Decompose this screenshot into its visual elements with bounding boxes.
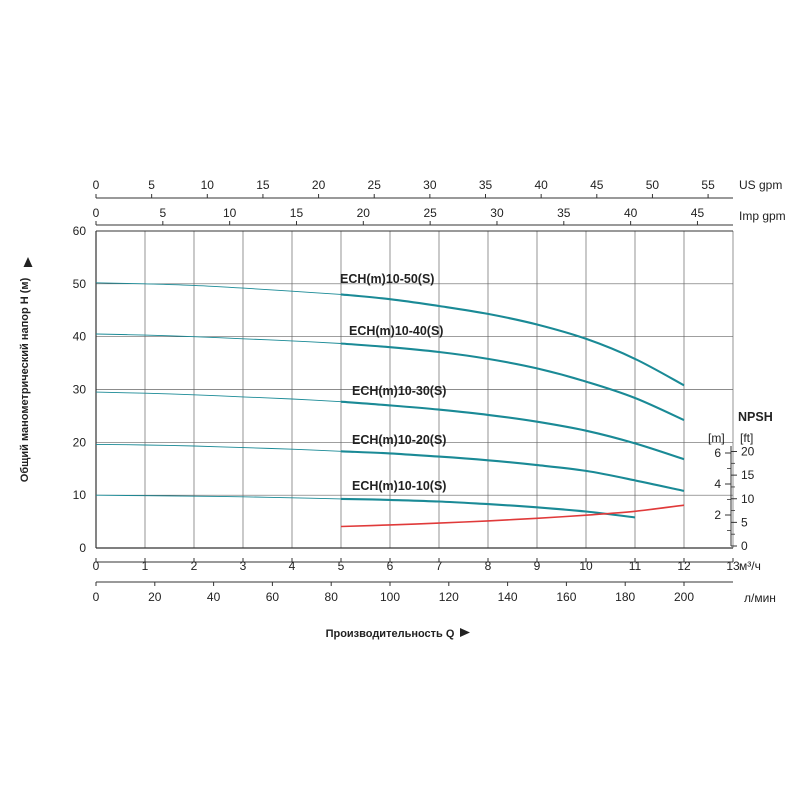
usgpm-tick-label: 50 [646,178,660,192]
impgpm-tick-label: 20 [357,206,371,220]
m3h-tick-label: 9 [534,559,541,573]
lmin-tick-label: 180 [615,590,635,604]
npsh-m-tick-label: 4 [714,477,721,491]
usgpm-tick-label: 5 [148,178,155,192]
m3h-tick-label: 2 [191,559,198,573]
m3h-tick-label: 10 [579,559,593,573]
y-tick-label: 50 [73,277,87,291]
npsh-ft-tick-label: 0 [741,539,748,553]
x-axis-title: Производительность Q [326,628,455,640]
usgpm-tick-label: 15 [256,178,270,192]
curve-ECH(m)10-10(S) [340,497,636,519]
curve-thin-ECH(m)10-10(S) [95,494,342,500]
lmin-tick-label: 140 [498,590,518,604]
m3h-tick-label: 4 [289,559,296,573]
y-tick-label: 20 [73,435,87,449]
impgpm-tick-label: 10 [223,206,237,220]
lmin-tick-label: 100 [380,590,400,604]
m3h-tick-label: 11 [629,559,642,573]
curve-label: ECH(m)10-10(S) [352,479,446,493]
impgpm-unit-label: Imp gpm [739,209,786,223]
usgpm-tick-label: 35 [479,178,493,192]
curve-ECH(m)10-20(S) [340,450,685,492]
impgpm-tick-label: 0 [93,206,100,220]
m3h-tick-label: 5 [338,559,345,573]
impgpm-tick-label: 35 [557,206,571,220]
m3h-unit-label: м³/ч [739,559,761,573]
impgpm-tick-label: 5 [159,206,166,220]
usgpm-tick-label: 30 [423,178,437,192]
curve-label: ECH(m)10-40(S) [349,324,443,338]
curve-ECH(m)10-30(S) [340,400,685,461]
m3h-tick-label: 12 [677,559,691,573]
y-tick-label: 40 [73,330,87,344]
usgpm-unit-label: US gpm [739,178,782,192]
npsh-ft-tick-label: 15 [741,468,755,482]
curve-label: ECH(m)10-20(S) [352,433,446,447]
axes [95,194,737,586]
y-tick-label: 10 [73,488,87,502]
npsh-m-tick-label: 6 [714,446,721,460]
curves [95,282,685,528]
lmin-tick-label: 20 [148,590,162,604]
lmin-tick-label: 160 [556,590,576,604]
curve-thin-ECH(m)10-30(S) [95,391,342,403]
curve-thin-ECH(m)10-50(S) [95,282,342,295]
impgpm-tick-label: 40 [624,206,638,220]
curve-ECH(m)10-50(S) [340,293,685,387]
impgpm-tick-label: 45 [691,206,705,220]
y-tick-label: 0 [79,541,86,555]
lmin-tick-label: 40 [207,590,221,604]
npsh-unit-m: [m] [708,431,725,445]
curve-thin-ECH(m)10-40(S) [95,333,342,344]
lmin-tick-label: 60 [266,590,280,604]
y-axis-arrow-icon [23,257,33,267]
impgpm-tick-label: 25 [423,206,437,220]
curve-label: ECH(m)10-30(S) [352,384,446,398]
npsh-unit-ft: [ft] [740,431,753,445]
lmin-tick-label: 200 [674,590,694,604]
curve-label: ECH(m)10-50(S) [340,272,434,286]
m3h-tick-label: 0 [93,559,100,573]
m3h-tick-label: 8 [485,559,492,573]
lmin-unit-label: л/мин [744,591,776,605]
y-axis-title: Общий манометрический напор Н (м) [19,277,31,482]
y-tick-label: 60 [73,224,87,238]
npsh-ft-tick-label: 20 [741,445,755,459]
m3h-tick-label: 1 [142,559,149,573]
npsh-m-tick-label: 2 [714,508,721,522]
lmin-tick-label: 0 [93,590,100,604]
npsh-ft-tick-label: 5 [741,515,748,529]
m3h-tick-label: 6 [387,559,394,573]
npsh-curve [340,504,685,528]
usgpm-tick-label: 40 [534,178,548,192]
lmin-tick-label: 80 [325,590,339,604]
impgpm-tick-label: 15 [290,206,304,220]
usgpm-tick-label: 0 [93,178,100,192]
x-axis-arrow-icon [460,628,470,637]
lmin-tick-label: 120 [439,590,459,604]
usgpm-tick-label: 25 [368,178,382,192]
m3h-tick-label: 3 [240,559,247,573]
m3h-tick-label: 13 [726,559,740,573]
usgpm-tick-label: 20 [312,178,326,192]
y-tick-label: 30 [73,383,87,397]
impgpm-tick-label: 30 [490,206,504,220]
usgpm-tick-label: 10 [201,178,215,192]
curve-thin-ECH(m)10-20(S) [95,443,342,452]
m3h-tick-label: 7 [436,559,443,573]
usgpm-tick-label: 55 [701,178,715,192]
usgpm-tick-label: 45 [590,178,604,192]
npsh-ft-tick-label: 10 [741,492,755,506]
npsh-title: NPSH [738,410,773,424]
curve-ECH(m)10-40(S) [340,342,685,422]
